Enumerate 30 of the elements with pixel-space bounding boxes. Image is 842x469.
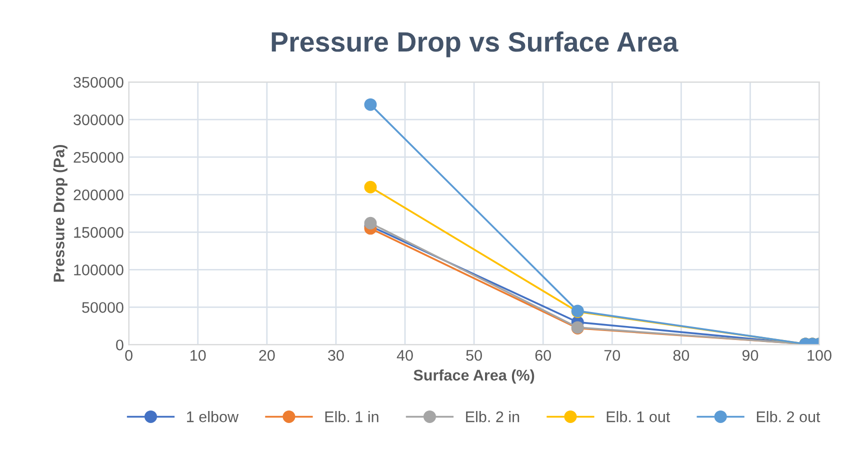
point bbox=[364, 216, 377, 230]
legend-label: Elb. 1 out bbox=[606, 410, 670, 422]
y-tick-label: 100000 bbox=[74, 264, 124, 276]
chart-title: Pressure Drop vs Surface Area bbox=[272, 31, 678, 58]
x-tick-label: 50 bbox=[466, 350, 482, 361]
x-tick-label: 60 bbox=[535, 350, 551, 361]
point bbox=[364, 98, 377, 111]
y-tick-label: 0 bbox=[116, 340, 124, 350]
y-axis-title: Pressure Drop (Pa) bbox=[53, 144, 68, 282]
x-tick-label: 100 bbox=[808, 350, 832, 361]
y-tick-label: 350000 bbox=[74, 76, 124, 88]
x-axis-title: Surface Area (%) bbox=[414, 369, 534, 384]
x-tick-label: 70 bbox=[604, 350, 620, 361]
y-tick-label: 250000 bbox=[74, 152, 124, 163]
y-tick-label: 300000 bbox=[74, 114, 124, 126]
y-tick-label: 200000 bbox=[74, 190, 124, 200]
legend-label: Elb. 1 in bbox=[325, 410, 378, 422]
x-tick-label: 90 bbox=[742, 350, 758, 361]
x-tick-label: 0 bbox=[125, 350, 132, 361]
legend-label: Elb. 2 out bbox=[756, 410, 820, 422]
legend-label: Elb. 2 in bbox=[466, 410, 520, 422]
x-tick-label: 80 bbox=[673, 350, 690, 361]
y-tick-label: 50000 bbox=[82, 302, 124, 313]
y-tick-label: 150000 bbox=[74, 227, 124, 238]
x-tick-label: 30 bbox=[328, 350, 344, 361]
x-tick-label: 20 bbox=[259, 350, 275, 361]
x-tick-label: 40 bbox=[396, 350, 413, 361]
x-tick-label: 10 bbox=[190, 350, 206, 361]
legend-label: 1 elbow bbox=[187, 410, 239, 422]
point bbox=[364, 180, 377, 194]
